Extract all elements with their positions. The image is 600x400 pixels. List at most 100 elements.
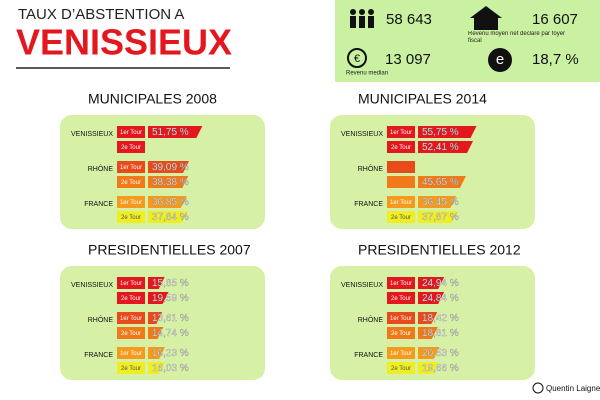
tour-label: 2e Tour bbox=[391, 215, 411, 221]
stat-label-box: Revenu moyen net déclaré par foyer fisca… bbox=[468, 31, 566, 44]
stat-label: Revenu moyen net déclaré par foyer fisca… bbox=[468, 31, 566, 44]
bar bbox=[418, 196, 457, 208]
stat-label: Revenu median bbox=[346, 71, 388, 77]
tour-label: 1er Tour bbox=[120, 316, 142, 322]
region-name: RHÔNE bbox=[358, 315, 384, 324]
value-label: 19,66 % bbox=[422, 363, 459, 374]
value-label: 14,74 % bbox=[152, 328, 189, 339]
region-name: RHÔNE bbox=[358, 164, 384, 173]
panel-bg bbox=[60, 266, 265, 380]
tour-label: 1er Tour bbox=[390, 281, 412, 287]
tour-label: 1er Tour bbox=[120, 130, 142, 136]
region-name: VENISSIEUX bbox=[341, 131, 383, 138]
tour-box bbox=[117, 362, 145, 374]
bar bbox=[148, 312, 163, 324]
value-label: 51,75 % bbox=[152, 127, 189, 138]
value-label: 18,81 % bbox=[422, 328, 459, 339]
tour-label: 1er Tour bbox=[390, 200, 412, 206]
tour-box bbox=[117, 161, 145, 173]
value-label: 15,85 % bbox=[152, 278, 189, 289]
bar bbox=[418, 176, 466, 188]
region-name: FRANCE bbox=[84, 201, 113, 208]
value-label: 39,09 % bbox=[152, 162, 189, 173]
tour-box bbox=[117, 327, 145, 339]
value-label: 24,84 % bbox=[422, 293, 459, 304]
region-name: VENISSIEUX bbox=[71, 131, 113, 138]
bar bbox=[148, 347, 166, 359]
tour-label: 1er Tour bbox=[120, 200, 142, 206]
region-name: FRANCE bbox=[354, 201, 383, 208]
copyright-icon bbox=[532, 382, 544, 394]
tour-label: 2e Tour bbox=[121, 366, 141, 372]
tour-label: 2e Tour bbox=[391, 331, 411, 337]
tour-label: 1er Tour bbox=[120, 281, 142, 287]
value-label: 20,53 % bbox=[422, 348, 459, 359]
tour-box bbox=[117, 141, 145, 153]
bar bbox=[148, 126, 203, 138]
bar bbox=[148, 362, 165, 374]
value-label: 52,41 % bbox=[422, 142, 459, 153]
panel-title: PRESIDENTIELLES 2007 bbox=[88, 242, 251, 258]
bar bbox=[148, 211, 188, 223]
bar bbox=[418, 277, 445, 289]
value-label: 37,84 % bbox=[152, 212, 189, 223]
tour-label: 2e Tour bbox=[391, 145, 411, 151]
tour-box bbox=[117, 277, 145, 289]
stat-value: 16 607 bbox=[532, 11, 578, 28]
house-icon bbox=[470, 6, 502, 30]
region-name: RHÔNE bbox=[88, 315, 114, 324]
region-name: FRANCE bbox=[354, 352, 383, 359]
bar bbox=[148, 277, 165, 289]
region-name: RHÔNE bbox=[88, 164, 114, 173]
bar bbox=[148, 176, 189, 188]
tour-label: 1er Tour bbox=[390, 130, 412, 136]
panel-bg bbox=[330, 115, 535, 229]
tour-label: 2e Tour bbox=[121, 331, 141, 337]
bar bbox=[418, 347, 440, 359]
tour-box bbox=[387, 347, 415, 359]
panel-bg bbox=[330, 266, 535, 380]
tour-box bbox=[387, 161, 415, 173]
value-label: 36,45 % bbox=[422, 197, 459, 208]
value-label: 36,85 % bbox=[152, 197, 189, 208]
people-icon bbox=[350, 9, 374, 28]
tour-label: 2e Tour bbox=[121, 296, 141, 302]
panel-title: MUNICIPALES 2014 bbox=[358, 91, 487, 107]
bar bbox=[418, 362, 439, 374]
tour-label: 2e Tour bbox=[121, 215, 141, 221]
bar bbox=[418, 327, 438, 339]
tour-box bbox=[387, 141, 415, 153]
tour-label: 1er Tour bbox=[120, 351, 142, 357]
tour-label: 1er Tour bbox=[390, 351, 412, 357]
e-icon bbox=[488, 48, 512, 72]
panels: MUNICIPALES 2008 VENISSIEUX 1er Tour 51,75 … bbox=[60, 91, 535, 380]
bar bbox=[418, 126, 477, 138]
tour-box bbox=[387, 126, 415, 138]
value-label: 13,61 % bbox=[152, 313, 189, 324]
value-label: 16,23 % bbox=[152, 348, 189, 359]
tour-label: 2e Tour bbox=[391, 296, 411, 302]
bar bbox=[418, 141, 474, 153]
tour-box bbox=[117, 211, 145, 223]
credit: Quentin Laignel bbox=[546, 384, 600, 393]
stat-value: 58 643 bbox=[386, 11, 432, 28]
value-label: 19,59 % bbox=[152, 293, 189, 304]
bar bbox=[148, 292, 169, 304]
tour-box bbox=[117, 347, 145, 359]
bar bbox=[148, 327, 164, 339]
tour-box bbox=[387, 196, 415, 208]
tour-label: 1er Tour bbox=[390, 316, 412, 322]
city: VENISSIEUX bbox=[16, 22, 232, 63]
value-label: 37,87 % bbox=[422, 212, 459, 223]
region-name: VENISSIEUX bbox=[341, 282, 383, 289]
value-label: 18,42 % bbox=[422, 313, 459, 324]
tour-label: 1er Tour bbox=[120, 165, 142, 171]
stat-value: 18,7 % bbox=[532, 51, 579, 68]
value-label: 55,75 % bbox=[422, 127, 459, 138]
value-label: 24,94 % bbox=[422, 278, 459, 289]
stat-value: 13 097 bbox=[385, 51, 431, 68]
tour-box bbox=[117, 196, 145, 208]
panel-title: PRESIDENTIELLES 2012 bbox=[358, 242, 521, 258]
tour-box bbox=[387, 211, 415, 223]
